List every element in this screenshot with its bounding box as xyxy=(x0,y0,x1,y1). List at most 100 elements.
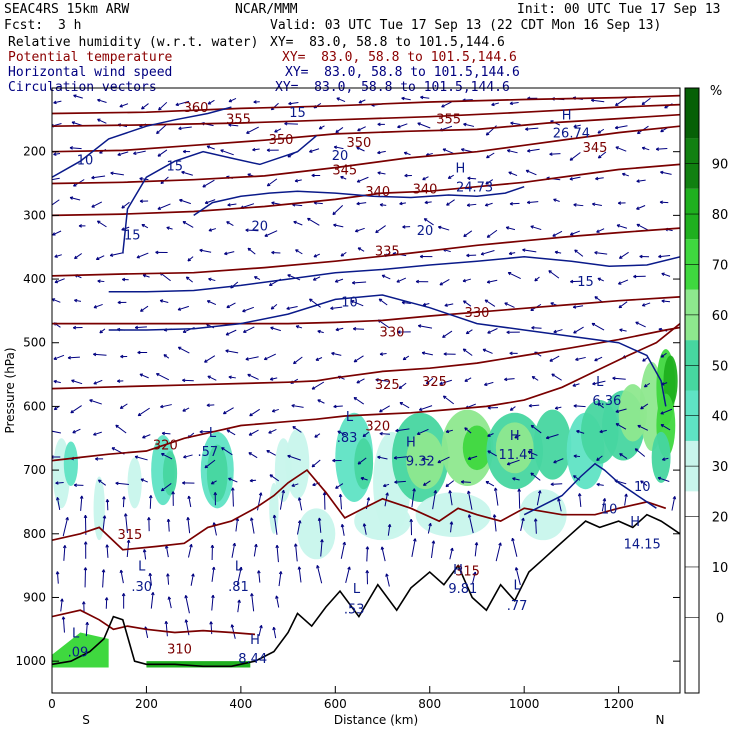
vector-head xyxy=(395,428,399,433)
theta-label: 350 xyxy=(269,133,294,148)
vector-head xyxy=(226,429,231,433)
vector-head xyxy=(597,277,601,281)
theta-label: 330 xyxy=(380,325,405,340)
vector-head xyxy=(53,356,57,360)
vector-head xyxy=(54,279,59,284)
vector-head xyxy=(278,571,283,575)
vector-shaft xyxy=(612,377,626,380)
vector-shaft xyxy=(461,481,471,483)
vector-head xyxy=(53,379,57,384)
vector-head xyxy=(569,157,574,161)
vector-head xyxy=(97,118,101,122)
vector-shaft xyxy=(264,230,278,237)
colorbar-label: 80 xyxy=(712,208,729,223)
vector-head xyxy=(517,488,521,492)
vector-shaft xyxy=(175,100,190,106)
vector-head xyxy=(258,492,263,496)
vector-head xyxy=(641,303,646,307)
vector-head xyxy=(270,306,275,310)
vector-shaft xyxy=(592,203,602,207)
vector-head xyxy=(351,280,356,285)
vector-shaft xyxy=(167,573,170,585)
vector-shaft xyxy=(418,325,433,329)
vector-shaft xyxy=(637,425,649,431)
model-title: SEAC4RS 15km ARW xyxy=(4,2,130,17)
vector-shaft xyxy=(125,513,128,534)
vector-shaft xyxy=(595,177,604,180)
vector-shaft xyxy=(251,593,255,612)
vector-head xyxy=(167,596,172,600)
vector-head xyxy=(313,254,317,258)
vector-shaft xyxy=(140,478,148,483)
vector-head xyxy=(134,325,139,330)
vector-head xyxy=(594,357,598,362)
vector-head xyxy=(439,381,443,385)
vector-shaft xyxy=(394,456,408,459)
vector-head xyxy=(117,379,121,383)
vector-head xyxy=(220,149,224,153)
vector-shaft xyxy=(536,490,541,506)
vector-shaft xyxy=(385,573,390,587)
vector-shaft xyxy=(550,483,563,485)
vector-shaft xyxy=(309,298,321,308)
vector-shaft xyxy=(466,329,473,335)
fcst-label: Fcst: xyxy=(4,18,44,33)
vector-shaft xyxy=(332,205,344,215)
rh-cell xyxy=(651,431,671,483)
vector-head xyxy=(284,121,288,126)
vector-shaft xyxy=(599,429,607,433)
y-tick-label: 600 xyxy=(23,399,46,413)
vector-head xyxy=(397,330,401,334)
colorbar-swatch xyxy=(685,642,699,693)
vector-head xyxy=(356,201,360,206)
vector-head xyxy=(177,307,182,311)
vector-head xyxy=(133,151,137,155)
vector-head xyxy=(592,381,596,386)
vector-shaft xyxy=(362,431,370,438)
vector-head xyxy=(315,357,319,361)
vector-head xyxy=(549,358,553,362)
extremum-label: L xyxy=(596,375,604,390)
extremum-label: L xyxy=(513,579,521,594)
vector-shaft xyxy=(182,379,194,382)
vector-head xyxy=(79,495,84,499)
vector-head xyxy=(508,251,513,256)
vector-shaft xyxy=(467,203,477,206)
extremum-label: L xyxy=(209,426,217,441)
vector-head xyxy=(312,277,317,281)
vector-shaft xyxy=(115,482,129,485)
vector-head xyxy=(270,326,274,330)
theta-label: 325 xyxy=(422,375,447,390)
vector-head xyxy=(340,523,345,528)
vector-shaft xyxy=(592,380,606,385)
vector-shaft xyxy=(250,517,255,534)
x-tick-label: 0 xyxy=(48,697,56,711)
vector-head xyxy=(105,499,110,503)
vector-head xyxy=(602,498,607,502)
extremum-label: H xyxy=(250,633,260,648)
vector-head xyxy=(148,495,153,499)
vector-shaft xyxy=(511,538,518,557)
vector-head xyxy=(182,408,186,412)
vector-head xyxy=(187,495,191,500)
vector-shaft xyxy=(133,150,146,155)
vector-head xyxy=(596,482,600,487)
theta-line-350 xyxy=(52,113,680,153)
vector-shaft xyxy=(427,523,432,534)
vector-head xyxy=(437,459,441,464)
vector-head xyxy=(335,129,339,134)
vector-shaft xyxy=(207,300,217,306)
vector-shaft xyxy=(597,402,604,409)
theta-label: 320 xyxy=(153,439,178,454)
extremum-label: H xyxy=(406,435,416,450)
vector-shaft xyxy=(158,101,168,111)
vector-head xyxy=(293,360,297,365)
vector-head xyxy=(569,177,573,181)
vector-head xyxy=(73,183,77,187)
vector-head xyxy=(409,518,414,523)
vector-head xyxy=(462,348,467,352)
vector-head xyxy=(401,96,405,101)
x-axis-label: Distance (km) xyxy=(334,713,418,727)
vector-shaft xyxy=(270,377,278,380)
terrain xyxy=(52,513,680,668)
